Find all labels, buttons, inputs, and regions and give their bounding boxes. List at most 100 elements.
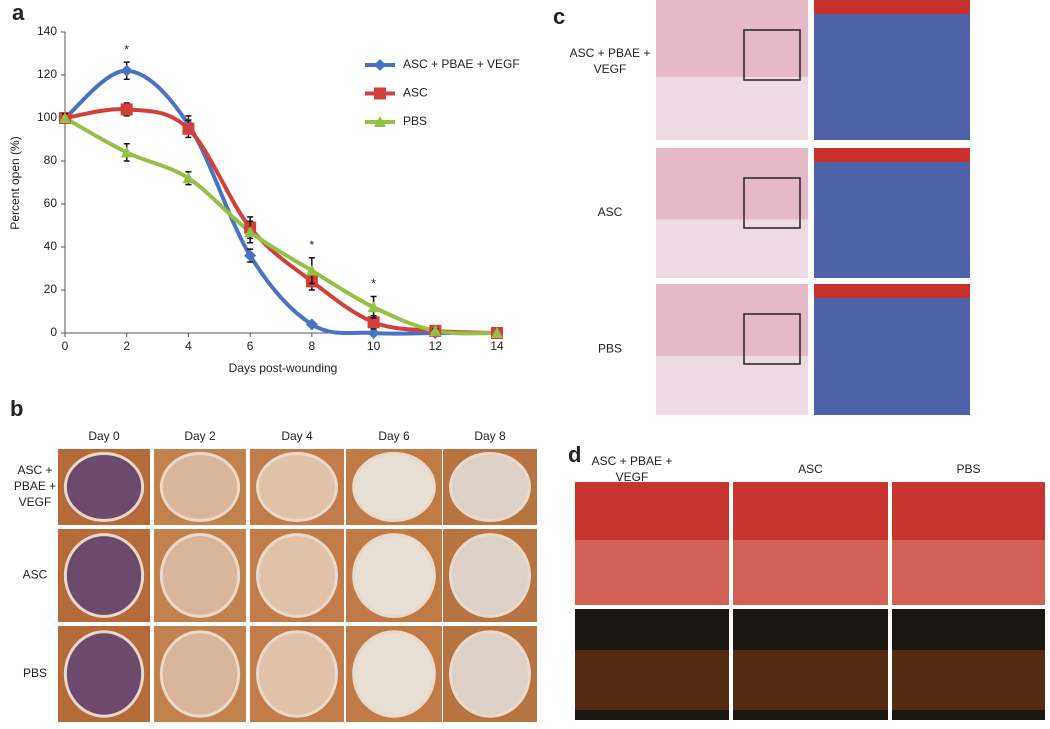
- polarized-fibers: [733, 650, 888, 710]
- wound-area: [63, 452, 145, 522]
- annotation: *: [371, 277, 376, 291]
- panel-label: b: [10, 396, 23, 421]
- text-line: ASC + PBAE +: [570, 46, 651, 60]
- marker: [367, 327, 380, 339]
- trichrome-epidermis: [814, 284, 970, 298]
- column-label: ASC + PBAE + VEGF: [592, 454, 673, 484]
- x-tick-label: 2: [123, 339, 130, 353]
- line: [64, 116, 498, 336]
- row-label: ASC + PBAE + VEGF: [14, 463, 56, 509]
- marker: [367, 316, 380, 329]
- marker: [374, 87, 386, 100]
- text-line: ASC +: [17, 463, 52, 477]
- text-line: ASC: [23, 568, 48, 582]
- column-label: Day 0: [88, 429, 120, 443]
- y-tick-label: 0: [50, 325, 57, 339]
- x-tick-label: 12: [429, 339, 443, 353]
- x-tick-label: 14: [490, 339, 504, 353]
- marker: [120, 146, 133, 158]
- x-axis-label: Days post-wounding: [229, 361, 338, 375]
- marker: [429, 324, 442, 336]
- marker: [120, 103, 133, 116]
- text-line: ASC: [798, 462, 823, 476]
- marker: [491, 327, 503, 338]
- stained-texture: [575, 540, 729, 605]
- line: [64, 107, 498, 335]
- annotation: *: [310, 238, 315, 252]
- row-label: PBS: [598, 342, 622, 356]
- x-tick-label: 6: [247, 339, 254, 353]
- trichrome-epidermis: [814, 0, 970, 14]
- zoom-box: [743, 313, 801, 365]
- marker: [305, 318, 318, 331]
- text-line: ASC + PBAE +: [592, 454, 673, 468]
- text-line: PBS: [598, 342, 622, 356]
- y-tick-label: 40: [44, 239, 58, 253]
- x-tick-label: 10: [367, 339, 381, 353]
- x-tick-label: 8: [309, 339, 316, 353]
- wound-area: [449, 630, 531, 718]
- column-label: PBS: [956, 462, 980, 476]
- text-line: VEGF: [19, 495, 52, 509]
- marker: [120, 64, 133, 77]
- trichrome-image: [814, 0, 970, 140]
- row-label: ASC + PBAE + VEGF: [570, 46, 651, 76]
- row-label: ASC: [23, 568, 48, 582]
- x-tick-label: 0: [62, 339, 69, 353]
- wound-area: [256, 630, 338, 718]
- marker: [182, 172, 195, 184]
- polarized-fibers: [892, 650, 1045, 710]
- stained-texture: [892, 540, 1045, 605]
- legend-label: ASC + PBAE + VEGF: [403, 57, 520, 71]
- legend-label: ASC: [403, 86, 428, 100]
- marker: [374, 59, 386, 71]
- marker: [367, 301, 380, 313]
- zoom-box: [743, 177, 801, 229]
- trichrome-image: [814, 148, 970, 278]
- text-line: PBAE +: [14, 479, 56, 493]
- marker: [244, 225, 257, 237]
- trichrome-image: [814, 284, 970, 415]
- marker: [182, 122, 195, 135]
- marker: [59, 112, 71, 123]
- polarized-fibers: [575, 650, 729, 710]
- wound-area: [352, 533, 436, 618]
- y-axis-label: Percent open (%): [8, 136, 22, 229]
- wound-area: [63, 533, 145, 618]
- y-tick-label: 80: [44, 153, 58, 167]
- wound-area: [256, 452, 338, 522]
- column-label: ASC: [798, 462, 823, 476]
- wound-area: [159, 533, 241, 618]
- annotation: *: [124, 42, 129, 56]
- text-line: ASC: [598, 205, 623, 219]
- y-tick-label: 100: [37, 110, 57, 124]
- wound-area: [159, 452, 241, 522]
- marker: [374, 116, 386, 127]
- text-line: PBS: [956, 462, 980, 476]
- wound-area: [449, 533, 531, 618]
- wound-area: [256, 533, 338, 618]
- column-label: Day 6: [378, 429, 410, 443]
- wound-area: [63, 630, 145, 718]
- text-line: VEGF: [594, 62, 627, 76]
- y-tick-label: 120: [37, 67, 57, 81]
- legend-label: PBS: [403, 114, 427, 128]
- text-line: VEGF: [616, 470, 649, 484]
- wound-area: [352, 630, 436, 718]
- stained-texture: [733, 540, 888, 605]
- marker: [305, 264, 318, 276]
- column-label: Day 2: [184, 429, 216, 443]
- y-tick-label: 20: [44, 282, 58, 296]
- column-label: Day 8: [474, 429, 506, 443]
- y-tick-label: 60: [44, 196, 58, 210]
- histology-dermis: [656, 77, 808, 140]
- y-tick-label: 140: [37, 24, 57, 38]
- column-label: Day 4: [281, 429, 313, 443]
- x-tick-label: 4: [185, 339, 192, 353]
- wound-area: [159, 630, 241, 718]
- panel-label: d: [568, 442, 581, 467]
- histology-dermis: [656, 356, 808, 415]
- wound-area: [449, 452, 531, 522]
- zoom-box: [743, 29, 801, 81]
